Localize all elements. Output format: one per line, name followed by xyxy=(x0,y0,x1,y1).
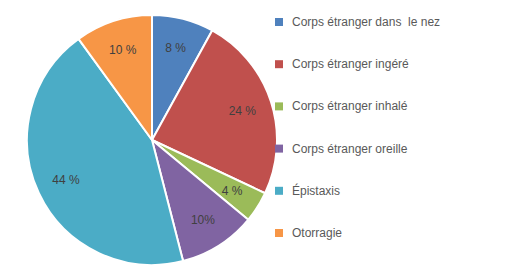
data-label: 44 % xyxy=(52,173,80,187)
legend-swatch xyxy=(275,18,283,26)
data-label: 10% xyxy=(191,213,215,227)
data-label: 8 % xyxy=(165,41,186,55)
legend-label: Corps étranger dans le nez xyxy=(292,15,440,29)
legend-label: Corps étranger oreille xyxy=(292,142,408,156)
legend-swatch xyxy=(275,187,283,195)
legend: Corps étranger dans le nez Corps étranger… xyxy=(275,15,440,240)
data-label: 4 % xyxy=(222,184,243,198)
legend-swatch xyxy=(275,145,283,153)
slices xyxy=(27,15,277,265)
legend-label: Épistaxis xyxy=(292,183,340,198)
legend-swatch xyxy=(275,60,283,68)
data-labels: 8 % 24 % 4 % 10% 44 % 10 % xyxy=(52,41,256,227)
legend-swatch xyxy=(275,102,283,110)
data-label: 10 % xyxy=(109,43,137,57)
legend-swatch xyxy=(275,229,283,237)
data-label: 24 % xyxy=(229,104,257,118)
chart: 8 % 24 % 4 % 10% 44 % 10 % Corps étranger dans… xyxy=(0,0,516,275)
slice xyxy=(79,15,152,140)
legend-label: Corps étranger ingéré xyxy=(292,57,409,71)
legend-label: Corps étranger inhalé xyxy=(292,99,408,113)
legend-label: Otorragie xyxy=(292,226,342,240)
